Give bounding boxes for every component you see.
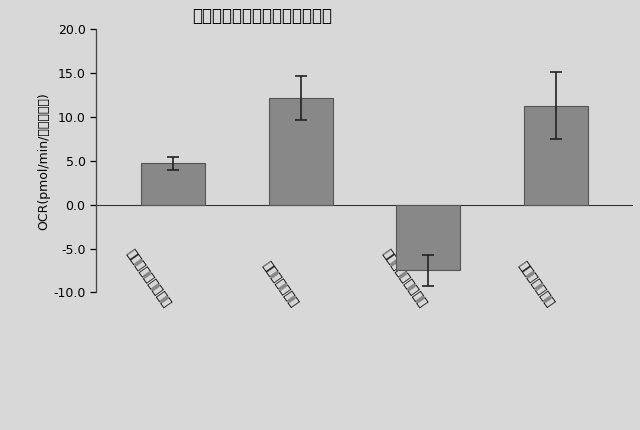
- Bar: [269, 98, 333, 205]
- Text: ミトコンドリアでの予備呼吸能: ミトコンドリアでの予備呼吸能: [193, 7, 333, 25]
- Bar: [524, 106, 588, 205]
- Y-axis label: OCR(pmol/min/タンパク量): OCR(pmol/min/タンパク量): [37, 92, 51, 230]
- Bar: [397, 205, 460, 270]
- Bar: [141, 163, 205, 205]
